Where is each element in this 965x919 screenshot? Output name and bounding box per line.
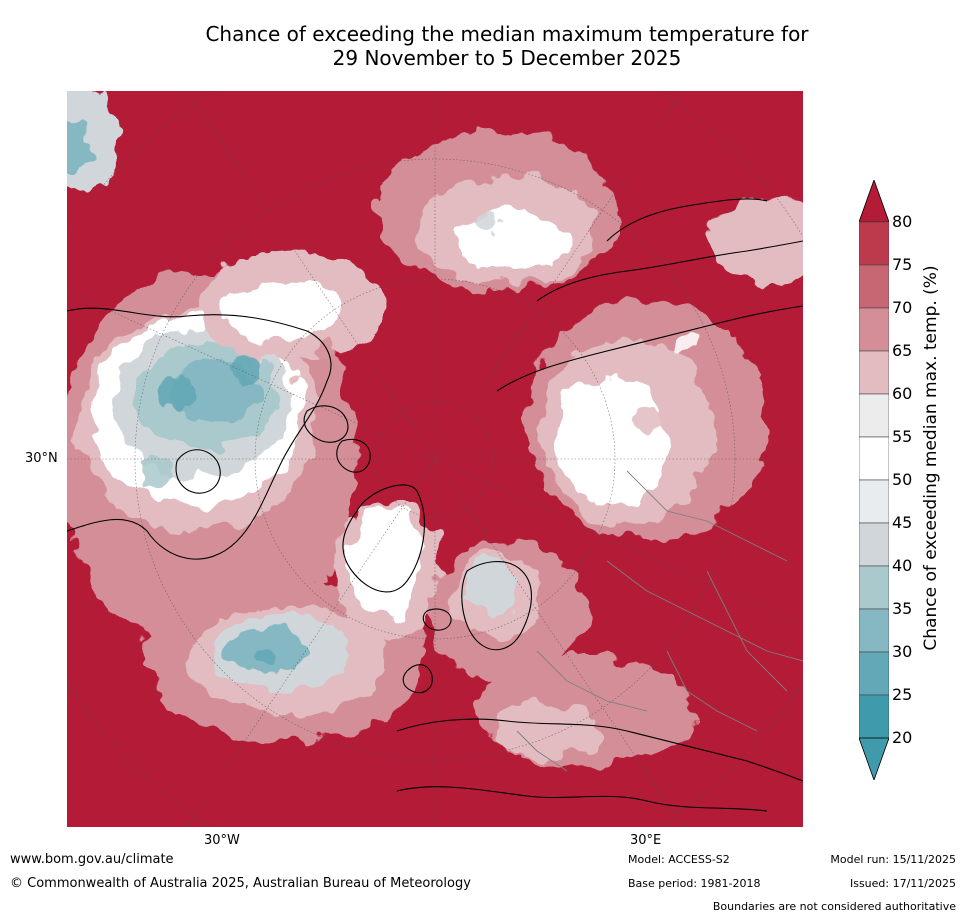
colorbar-svg <box>858 178 890 782</box>
colorbar-tick-label: 35 <box>892 599 913 618</box>
colorbar-tick-label: 60 <box>892 384 913 403</box>
map-title: Chance of exceeding the median maximum t… <box>0 22 965 70</box>
colorbar-tick-label: 20 <box>892 728 913 747</box>
colorbar-title: Chance of exceeding median max. temp. (%… <box>921 265 941 651</box>
colorbar-tick-label: 65 <box>892 341 913 360</box>
forecast-map <box>67 91 803 827</box>
lon-label-30w: 30°W <box>204 833 240 848</box>
na-west-inner <box>227 281 347 341</box>
colorbar-tick-label: 50 <box>892 470 913 489</box>
corner-band <box>67 91 117 196</box>
map-canvas <box>67 91 803 827</box>
footer-website: www.bom.gov.au/climate <box>10 852 174 867</box>
corner-band-cool <box>67 121 92 171</box>
colorbar-band <box>858 221 890 266</box>
footer-model-run: Model run: 15/11/2025 <box>830 853 956 866</box>
colorbar-band <box>858 694 890 739</box>
footer-disclaimer: Boundaries are not considered authoritat… <box>712 900 956 913</box>
colorbar-band <box>858 264 890 309</box>
pacific-band-50 <box>457 209 567 273</box>
title-line-2: 29 November to 5 December 2025 <box>332 46 682 70</box>
colorbar-band <box>858 393 890 438</box>
colorbar-tick-label: 30 <box>892 642 913 661</box>
footer-base-period: Base period: 1981-2018 <box>628 877 761 890</box>
colorbar-tick-label: 75 <box>892 255 913 274</box>
country-borders <box>516 470 803 772</box>
anomaly-fields <box>67 91 803 766</box>
colorbar-tick-label: 70 <box>892 298 913 317</box>
footer-copyright: © Commonwealth of Australia 2025, Austra… <box>10 876 471 891</box>
ne-band <box>707 196 803 286</box>
graticule <box>67 91 803 827</box>
siberia-band-50 <box>557 376 667 506</box>
title-line-1: Chance of exceeding the median maximum t… <box>205 22 809 46</box>
footer-issued: Issued: 17/11/2025 <box>849 877 956 890</box>
colorbar-tick-label: 55 <box>892 427 913 446</box>
colorbar-band <box>858 307 890 352</box>
colorbar <box>858 178 890 784</box>
colorbar-extend-bottom <box>858 737 890 782</box>
europe-band-60 <box>477 656 697 766</box>
colorbar-band <box>858 522 890 567</box>
greenland-band-50 <box>347 506 423 616</box>
colorbar-tick-label: 45 <box>892 513 913 532</box>
colorbar-tick-label: 40 <box>892 556 913 575</box>
speckle-texture <box>141 209 697 666</box>
colorbar-extend-top <box>858 178 890 223</box>
colorbar-band <box>858 436 890 481</box>
coastlines <box>67 198 803 812</box>
colorbar-band <box>858 479 890 524</box>
colorbar-band <box>858 565 890 610</box>
footer-model: Model: ACCESS-S2 <box>628 853 730 866</box>
colorbar-tick-label: 80 <box>892 212 913 231</box>
lon-label-30e: 30°E <box>630 833 662 848</box>
lat-label-30n: 30°N <box>25 451 58 466</box>
colorbar-tick-label: 25 <box>892 685 913 704</box>
scand-band-45 <box>464 558 520 614</box>
europe-band-55 <box>492 706 602 756</box>
colorbar-band <box>858 651 890 696</box>
colorbar-band <box>858 350 890 395</box>
colorbar-band <box>858 608 890 653</box>
